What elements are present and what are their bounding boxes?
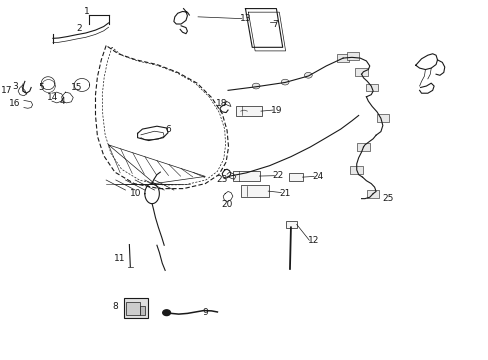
Text: 6: 6 <box>165 125 171 134</box>
Text: 7: 7 <box>272 20 278 29</box>
FancyBboxPatch shape <box>235 106 262 116</box>
FancyBboxPatch shape <box>365 84 378 91</box>
Text: 20: 20 <box>221 200 232 209</box>
FancyBboxPatch shape <box>139 306 145 315</box>
Circle shape <box>281 79 288 85</box>
Text: 5: 5 <box>38 83 43 92</box>
Text: 2: 2 <box>77 24 82 33</box>
FancyBboxPatch shape <box>288 173 303 181</box>
FancyBboxPatch shape <box>123 298 148 318</box>
Circle shape <box>252 83 260 89</box>
Text: 17: 17 <box>1 86 13 95</box>
Text: 23: 23 <box>216 175 227 184</box>
FancyBboxPatch shape <box>346 52 358 60</box>
Text: 13: 13 <box>239 14 251 23</box>
Circle shape <box>304 72 311 78</box>
FancyBboxPatch shape <box>366 190 379 198</box>
Text: 21: 21 <box>279 189 290 198</box>
Text: 15: 15 <box>71 83 82 92</box>
Text: 14: 14 <box>47 93 59 102</box>
FancyBboxPatch shape <box>126 302 139 315</box>
Text: 8: 8 <box>112 302 118 311</box>
FancyBboxPatch shape <box>233 171 260 181</box>
Circle shape <box>163 310 170 316</box>
Text: 18: 18 <box>215 99 226 108</box>
Text: 12: 12 <box>307 237 318 246</box>
Text: 4: 4 <box>60 96 65 105</box>
FancyBboxPatch shape <box>240 185 268 197</box>
Text: 19: 19 <box>270 105 282 114</box>
FancyBboxPatch shape <box>285 221 297 228</box>
Text: 25: 25 <box>381 194 392 203</box>
FancyBboxPatch shape <box>356 143 369 151</box>
FancyBboxPatch shape <box>355 68 367 76</box>
Text: 16: 16 <box>9 99 21 108</box>
Text: 10: 10 <box>130 189 142 198</box>
Text: 11: 11 <box>114 254 125 263</box>
Text: 9: 9 <box>202 308 208 317</box>
Text: 3: 3 <box>12 82 18 91</box>
FancyBboxPatch shape <box>336 54 349 62</box>
Text: 22: 22 <box>272 171 283 180</box>
FancyBboxPatch shape <box>350 166 362 174</box>
FancyBboxPatch shape <box>376 114 388 122</box>
Text: 1: 1 <box>84 7 89 16</box>
Text: 24: 24 <box>312 172 323 181</box>
